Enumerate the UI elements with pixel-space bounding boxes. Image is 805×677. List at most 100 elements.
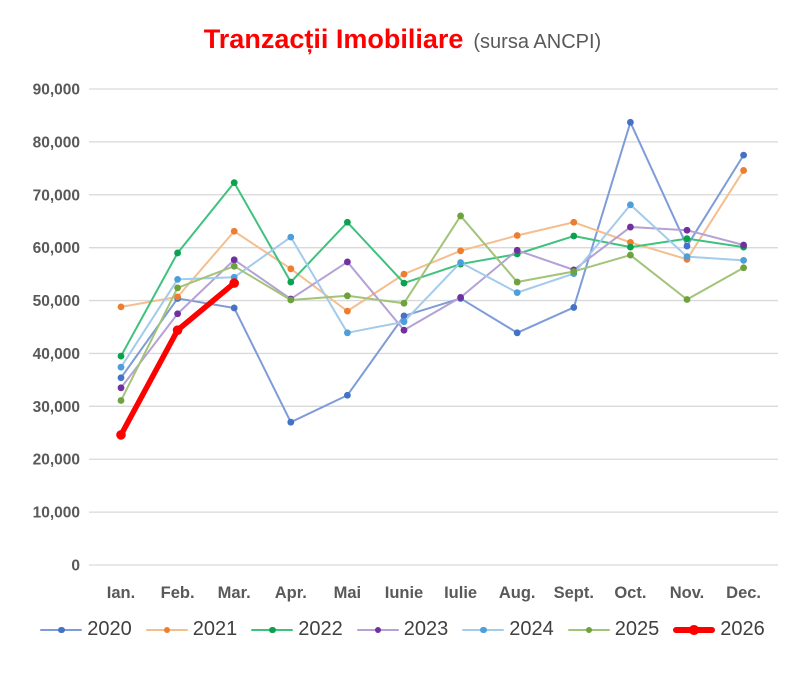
- y-axis-tick-label: 90,000: [33, 82, 80, 99]
- data-point-2025: [230, 262, 238, 270]
- data-point-2020: [117, 374, 125, 382]
- x-axis-tick-label: Nov.: [670, 584, 705, 602]
- x-axis-tick-label: Iulie: [444, 584, 477, 602]
- legend-marker-icon: [251, 623, 294, 637]
- data-point-2020: [683, 242, 691, 250]
- data-point-2020: [627, 118, 634, 126]
- series-line-2022: [120, 181, 745, 358]
- x-axis-tick-label: Aug.: [499, 584, 536, 602]
- data-point-2023: [627, 223, 634, 231]
- data-point-2021: [513, 232, 521, 239]
- data-point-2020: [287, 418, 295, 426]
- data-point-2023: [683, 226, 691, 234]
- data-point-2022: [287, 278, 295, 286]
- data-point-2021: [740, 167, 747, 174]
- data-point-2023: [230, 256, 238, 264]
- data-point-2021: [400, 270, 408, 278]
- y-axis-tick-label: 40,000: [33, 346, 80, 363]
- data-point-2023: [174, 310, 182, 318]
- data-point-2022: [174, 249, 182, 257]
- legend-label: 2024: [509, 618, 554, 640]
- x-axis-tick-label: Mai: [334, 584, 362, 602]
- legend-marker-icon: [673, 623, 716, 637]
- data-point-2025: [174, 284, 182, 292]
- data-point-2025: [400, 299, 408, 307]
- y-axis-tick-label: 10,000: [33, 505, 80, 522]
- chart-title-main: Tranzacții Imobiliare: [203, 24, 464, 54]
- x-axis-tick-label: Feb.: [161, 584, 195, 602]
- legend-marker-icon: [145, 623, 188, 637]
- series-line-2021: [120, 169, 745, 313]
- data-point-2024: [174, 276, 182, 283]
- y-axis-tick-label: 50,000: [33, 293, 80, 310]
- data-point-2023: [457, 293, 464, 301]
- legend-item-2023: 2023: [356, 618, 449, 641]
- x-axis-tick-label: Apr.: [275, 584, 307, 602]
- data-point-2025: [457, 212, 464, 220]
- data-point-2021: [117, 303, 125, 311]
- y-axis-tick-label: 30,000: [33, 399, 80, 416]
- legend-item-2025: 2025: [567, 618, 660, 641]
- data-point-2025: [627, 251, 634, 259]
- legend-label: 2022: [298, 618, 343, 640]
- data-point-2021: [457, 247, 464, 255]
- legend-marker-icon: [567, 623, 610, 637]
- data-point-2022: [117, 352, 125, 360]
- y-axis-tick-label: 80,000: [33, 134, 80, 151]
- data-point-2021: [344, 307, 351, 315]
- x-axis-tick-label: Sept.: [554, 584, 594, 602]
- data-point-2024: [117, 363, 125, 371]
- x-axis-tick-label: Dec.: [726, 584, 761, 602]
- chart-legend: 2020 2021 2022 2023 2024 2025 2026: [0, 618, 805, 641]
- legend-item-2022: 2022: [251, 618, 343, 641]
- y-axis-tick-label: 70,000: [33, 187, 80, 204]
- data-point-2026: [229, 278, 239, 288]
- data-point-2025: [683, 296, 691, 303]
- legend-label: 2026: [720, 618, 765, 640]
- data-point-2020: [344, 391, 351, 399]
- data-point-2025: [117, 397, 125, 404]
- legend-label: 2021: [192, 618, 238, 640]
- chart-title-subtitle: (sursa ANCPI): [473, 31, 602, 53]
- data-point-2025: [570, 268, 578, 275]
- y-axis-tick-label: 20,000: [33, 452, 80, 469]
- legend-item-2024: 2024: [462, 618, 554, 641]
- data-point-2020: [230, 304, 238, 312]
- data-point-2020: [513, 329, 521, 337]
- data-point-2024: [400, 318, 408, 326]
- data-point-2020: [740, 151, 747, 159]
- data-point-2023: [740, 241, 747, 249]
- data-point-2022: [400, 279, 408, 287]
- data-point-2023: [344, 258, 351, 266]
- legend-item-2026: 2026: [673, 618, 765, 641]
- series-line-2025: [120, 214, 745, 402]
- legend-marker-icon: [356, 623, 399, 637]
- data-point-2024: [457, 259, 464, 266]
- data-point-2025: [740, 264, 747, 272]
- data-point-2024: [740, 256, 747, 264]
- data-point-2025: [287, 296, 295, 304]
- data-point-2025: [513, 278, 521, 286]
- x-axis-tick-label: Oct.: [614, 584, 646, 602]
- data-point-2024: [513, 289, 521, 297]
- data-point-2024: [287, 233, 295, 241]
- data-point-2026: [116, 430, 126, 440]
- data-point-2022: [230, 179, 238, 187]
- data-point-2020: [400, 312, 408, 320]
- data-point-2026: [172, 325, 183, 335]
- legend-marker-icon: [40, 623, 83, 637]
- legend-label: 2025: [614, 618, 660, 640]
- legend-label: 2023: [403, 618, 449, 640]
- data-point-2022: [344, 218, 351, 226]
- data-point-2024: [683, 253, 691, 261]
- x-axis-tick-label: Ian.: [107, 584, 135, 602]
- line-chart-plot-area: 0 10,000 20,000 30,000 40,000 50,000 60,000 70,…: [33, 82, 778, 602]
- legend-marker-icon: [462, 623, 505, 637]
- data-point-2024: [627, 201, 634, 209]
- data-point-2023: [117, 384, 125, 392]
- legend-item-2021: 2021: [145, 618, 238, 641]
- data-point-2020: [570, 304, 578, 311]
- data-point-2025: [344, 292, 351, 300]
- data-point-2024: [344, 329, 351, 337]
- data-point-2021: [570, 218, 578, 226]
